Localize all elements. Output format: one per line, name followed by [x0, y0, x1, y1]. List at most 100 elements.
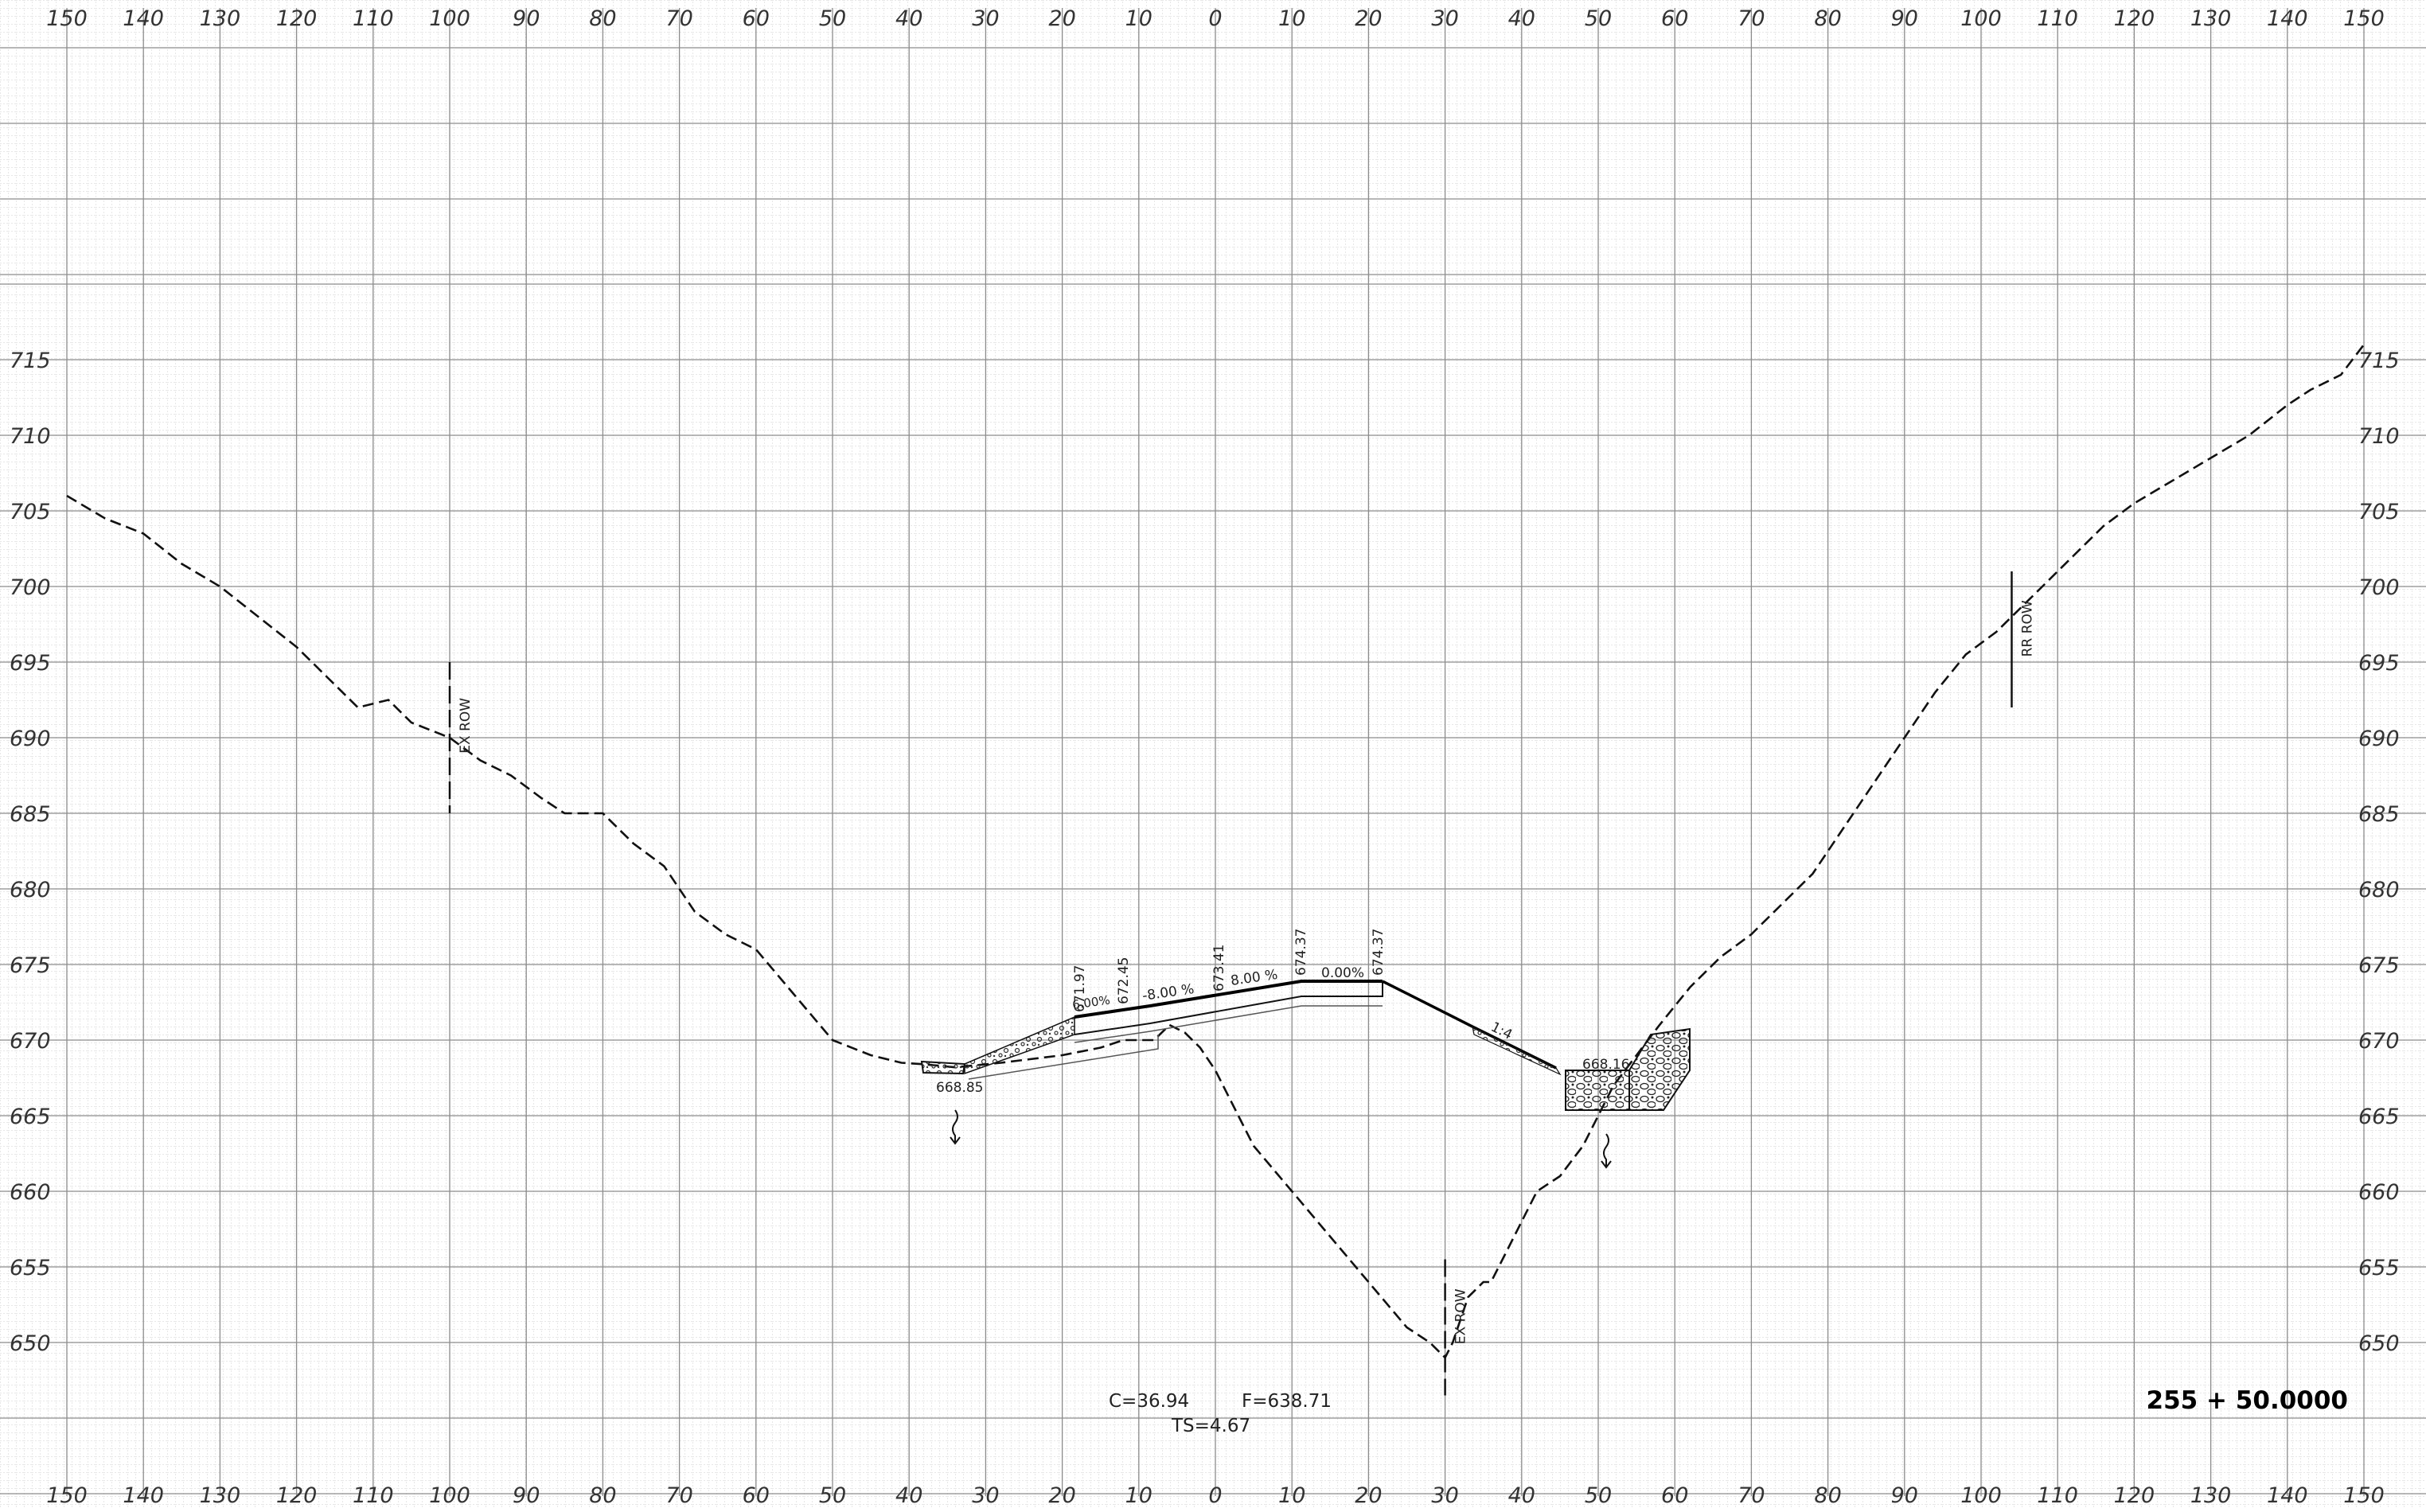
x-tick-label-bottom: 150	[2343, 1483, 2385, 1508]
elevation-label-left: 665	[10, 1105, 51, 1129]
x-tick-label-bottom: 30	[972, 1483, 999, 1508]
cut-quantity: C=36.94	[1109, 1391, 1189, 1412]
x-tick-label-bottom: 100	[429, 1483, 470, 1508]
x-tick-label-top: 10	[1278, 6, 1305, 31]
x-tick-label-bottom: 140	[123, 1483, 164, 1508]
x-tick-label-bottom: 0	[1208, 1483, 1222, 1508]
elevation-label-left: 695	[10, 651, 51, 676]
existing-ground-line	[66, 344, 2366, 1360]
elevation-label-left: 670	[10, 1029, 51, 1054]
x-tick-label-top: 140	[123, 6, 164, 31]
x-tick-label-bottom: 110	[353, 1483, 394, 1508]
x-tick-label-top: 50	[819, 6, 846, 31]
x-tick-label-top: 90	[1891, 6, 1918, 31]
x-tick-label-top: 80	[1814, 6, 1841, 31]
elevation-label-right: 695	[2358, 651, 2400, 676]
x-tick-label-top: 150	[2343, 6, 2385, 31]
x-tick-label-top: 20	[1355, 6, 1382, 31]
row-markers: EX ROW EX ROW RR ROW	[448, 571, 2035, 1396]
elevation-label-right: 705	[2358, 500, 2400, 524]
x-tick-label-bottom: 40	[1508, 1483, 1535, 1508]
x-tick-label-bottom: 10	[1278, 1483, 1305, 1508]
x-tick-label-top: 40	[1508, 6, 1535, 31]
earthwork-quantities: C=36.94 F=638.71 TS=4.67	[1109, 1391, 1332, 1436]
row-marker-label: EX ROW	[458, 698, 474, 754]
x-tick-label-bottom: 110	[2037, 1483, 2078, 1508]
x-tick-label-bottom: 20	[1048, 1483, 1075, 1508]
x-tick-label-top: 50	[1585, 6, 1612, 31]
elevation-label-right: 680	[2358, 878, 2400, 902]
x-tick-label-bottom: 120	[276, 1483, 318, 1508]
elevation-label-left: 705	[10, 500, 51, 524]
x-tick-label-bottom: 130	[2190, 1483, 2232, 1508]
pavement-top	[1074, 980, 1383, 1019]
x-tick-label-bottom: 50	[1585, 1483, 1612, 1508]
x-tick-label-bottom: 100	[1960, 1483, 2002, 1508]
x-tick-label-bottom: 80	[1814, 1483, 1841, 1508]
subgrade-line	[1074, 1005, 1383, 1043]
x-tick-label-top: 100	[429, 6, 470, 31]
elev-label-672-45: 672.45	[1116, 957, 1132, 1004]
x-tick-label-top: 90	[513, 6, 540, 31]
x-tick-label-bottom: 90	[1891, 1483, 1918, 1508]
x-tick-label-top: 110	[353, 6, 394, 31]
x-tick-label-bottom: 10	[1125, 1483, 1153, 1508]
station-label: 255 + 50.0000	[2147, 1386, 2348, 1415]
right-backslope-riprap	[1628, 1027, 1691, 1111]
x-tick-label-top: 30	[1431, 6, 1458, 31]
left-ditch-lining	[920, 1060, 966, 1075]
elevation-label-right: 655	[2358, 1256, 2400, 1280]
elevation-label-right: 710	[2358, 424, 2400, 449]
x-tick-label-bottom: 60	[1661, 1483, 1688, 1508]
x-tick-label-top: 10	[1125, 6, 1153, 31]
x-tick-label-top: 0	[1208, 6, 1222, 31]
right-ditch-riprap	[1565, 1070, 1630, 1111]
elevation-label-left: 655	[10, 1256, 51, 1280]
x-tick-label-bottom: 120	[2114, 1483, 2155, 1508]
row-marker-label: EX ROW	[1453, 1288, 1469, 1344]
x-tick-label-bottom: 30	[1431, 1483, 1458, 1508]
elevation-label-left: 685	[10, 802, 51, 827]
x-tick-label-top: 130	[200, 6, 241, 31]
x-tick-label-top: 80	[589, 6, 616, 31]
topsoil-quantity: TS=4.67	[1171, 1416, 1250, 1436]
x-tick-label-bottom: 70	[1738, 1483, 1765, 1508]
x-tick-label-bottom: 140	[2267, 1483, 2308, 1508]
elevation-label-left: 660	[10, 1180, 51, 1205]
major-grid	[0, 8, 2426, 1496]
elevation-label-left: 710	[10, 424, 51, 449]
x-tick-label-top: 120	[276, 6, 318, 31]
x-tick-label-bottom: 150	[46, 1483, 88, 1508]
elevation-label-left: 690	[10, 727, 51, 751]
elevation-label-left: 680	[10, 878, 51, 902]
x-tick-label-top: 150	[46, 6, 88, 31]
x-tick-label-top: 40	[895, 6, 922, 31]
x-tick-label-bottom: 130	[200, 1483, 241, 1508]
pavement-bottom	[1074, 981, 1383, 1035]
x-tick-label-top: 60	[1661, 6, 1688, 31]
left-drain-arrow-icon	[950, 1109, 961, 1145]
x-tick-labels-top: 150 140 130 120 110 100 90 80 70 60 50 40 30 20 10 0 10 2…	[46, 6, 2385, 31]
x-tick-label-top: 120	[2114, 6, 2155, 31]
elevation-label-right: 670	[2358, 1029, 2400, 1054]
left-ditch-elev-label: 668.85	[936, 1080, 983, 1096]
x-tick-label-bottom: 80	[589, 1483, 616, 1508]
elevation-labels-right: 715 710 705 700 695 690 685 680 675 670 665 660 655 6…	[2358, 349, 2400, 1356]
elevation-labels-left: 715 710 705 700 695 690 685 680 675 670 665 660 655 6…	[10, 349, 51, 1356]
x-tick-label-top: 130	[2190, 6, 2232, 31]
elevation-label-right: 685	[2358, 802, 2400, 827]
elev-label-673-41: 673.41	[1211, 945, 1227, 992]
right-drain-arrow-icon	[1601, 1133, 1612, 1169]
x-tick-label-bottom: 70	[665, 1483, 692, 1508]
elevation-label-left: 700	[10, 575, 51, 600]
x-tick-label-bottom: 50	[819, 1483, 846, 1508]
x-tick-label-top: 30	[972, 6, 999, 31]
elevation-label-left: 715	[10, 349, 51, 373]
elev-label-671-97: 671.97	[1072, 965, 1088, 1012]
elevation-label-right: 690	[2358, 727, 2400, 751]
x-tick-label-bottom: 60	[743, 1483, 770, 1508]
x-tick-label-top: 100	[1960, 6, 2002, 31]
right-ditch-elev-label: 668.16	[1582, 1057, 1629, 1073]
